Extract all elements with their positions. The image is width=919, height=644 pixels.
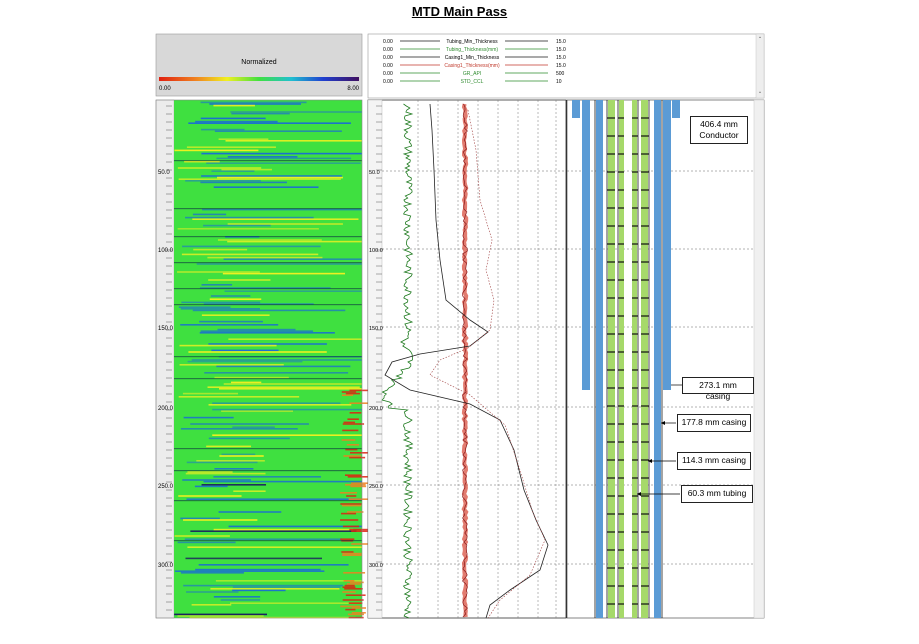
heatmap-bands: [174, 101, 372, 619]
svg-text:500: 500: [556, 71, 565, 77]
heatmap-ruler-ticks: [166, 105, 172, 611]
svg-text:0.00: 0.00: [383, 63, 393, 69]
header-scroll-down-icon[interactable]: ˅: [759, 91, 762, 98]
mid-depth-label-250: 250.0: [369, 484, 383, 490]
heatmap-track: Normalized 0.00 8.00 50.0 100.0 150.0 20…: [155, 33, 372, 619]
svg-text:Casing1_Thickness(mm): Casing1_Thickness(mm): [444, 63, 500, 69]
left-depth-label-100: 100.0: [158, 248, 174, 254]
mid-depth-label-50: 50.0: [369, 170, 380, 176]
conductor-wall-left: [572, 100, 580, 118]
casing-114-wall-left: [608, 100, 615, 618]
mid-depth-label-300: 300.0: [369, 563, 383, 569]
header-curve-1: 0.00 Tubing_Thickness(mm) 15.0: [383, 47, 566, 53]
color-scale-bar: [159, 77, 359, 81]
casing-178-wall-right: [654, 100, 661, 618]
left-depth-label-300: 300.0: [158, 563, 174, 569]
header-curve-0: 0.00 Tubing_Min_Thickness 15.0: [383, 39, 566, 45]
svg-text:Casing1_Min_Thickness: Casing1_Min_Thickness: [445, 55, 500, 61]
annotation-casing178: 177.8 mm casing: [677, 414, 751, 432]
heatmap-depth-ruler: [155, 99, 175, 619]
svg-text:0.00: 0.00: [383, 39, 393, 45]
conductor-wall-right: [672, 100, 680, 118]
casing-273-wall-right: [663, 100, 671, 390]
curve-ruler-ticks: [376, 105, 382, 611]
svg-text:15.0: 15.0: [556, 63, 566, 69]
annotation-conductor: 406.4 mm Conductor: [690, 116, 748, 144]
left-depth-label-50: 50.0: [158, 170, 170, 176]
svg-text:10: 10: [556, 79, 562, 85]
svg-text:0.00: 0.00: [383, 47, 393, 53]
header-scrollbar[interactable]: [755, 33, 765, 99]
curve-track: 50.0 100.0 150.0 200.0 250.0 300.0: [367, 99, 568, 619]
well-schematic-track: [566, 99, 765, 619]
svg-text:0.00: 0.00: [383, 79, 393, 85]
curve-depth-ruler: [367, 99, 383, 619]
header-curve-2: 0.00 Casing1_Min_Thickness 15.0: [383, 55, 566, 61]
header-curve-5: 0.00 STD_CCL 10: [383, 79, 562, 85]
heatmap-header-panel: [155, 33, 363, 97]
mid-depth-label-150: 150.0: [369, 326, 383, 332]
schematic-scrollbar[interactable]: [753, 99, 765, 619]
ccl-curve: [462, 103, 469, 618]
svg-text:STD_CCL: STD_CCL: [461, 79, 484, 85]
header-scroll-up-icon[interactable]: ˄: [759, 36, 762, 43]
svg-text:Tubing_Thickness(mm): Tubing_Thickness(mm): [446, 47, 498, 53]
svg-text:Tubing_Min_Thickness: Tubing_Min_Thickness: [446, 39, 498, 45]
svg-text:0.00: 0.00: [383, 55, 393, 61]
casing-collar-marks: [607, 117, 649, 605]
header-curve-3: 0.00 Casing1_Thickness(mm) 15.0: [383, 63, 566, 69]
svg-text:15.0: 15.0: [556, 47, 566, 53]
svg-text:15.0: 15.0: [556, 55, 566, 61]
log-title: MTD Main Pass: [411, 4, 508, 19]
thickness-curve: [384, 103, 549, 619]
svg-text:GR_API: GR_API: [463, 71, 481, 77]
left-depth-label-250: 250.0: [158, 484, 174, 490]
curve-legend-header: ˄ ˅ 0.00 Tubing_Min_Thickness 15.0 0.00 …: [367, 33, 765, 99]
annotation-casing114: 114.3 mm casing: [677, 452, 751, 470]
mid-depth-label-100: 100.0: [369, 248, 383, 254]
svg-text:0.00: 0.00: [383, 71, 393, 77]
mid-depth-label-200: 200.0: [369, 406, 383, 412]
left-depth-label-200: 200.0: [158, 406, 174, 412]
casing-273-wall-left: [582, 100, 590, 390]
annotation-tubing60: 60.3 mm tubing: [681, 485, 753, 503]
gamma-ray-curve: [381, 103, 414, 619]
header-curve-4: 0.00 GR_API 500: [383, 71, 565, 77]
left-depth-label-150: 150.0: [158, 326, 174, 332]
tubing-wall-left: [619, 100, 624, 618]
svg-text:15.0: 15.0: [556, 39, 566, 45]
tubing-wall-right: [632, 100, 637, 618]
casing-114-wall-right: [641, 100, 648, 618]
casing-178-wall-left: [596, 100, 603, 618]
annotation-casing273: 273.1 mm casing: [682, 377, 754, 401]
scale-label: Normalized: [241, 59, 277, 66]
scale-max: 8.00: [347, 86, 359, 92]
curve-track-grid: [382, 100, 566, 618]
scale-min: 0.00: [159, 86, 171, 92]
